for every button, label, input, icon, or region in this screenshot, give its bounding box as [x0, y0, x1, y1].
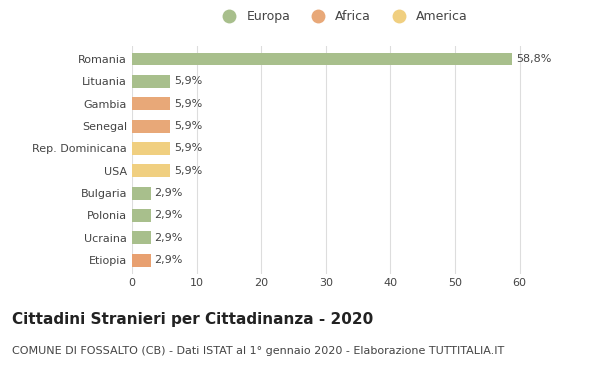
Bar: [132, 231, 151, 244]
Text: 5,9%: 5,9%: [174, 121, 202, 131]
Bar: [132, 97, 170, 110]
Bar: [132, 52, 512, 65]
Text: COMUNE DI FOSSALTO (CB) - Dati ISTAT al 1° gennaio 2020 - Elaborazione TUTTITALI: COMUNE DI FOSSALTO (CB) - Dati ISTAT al …: [12, 346, 504, 356]
Text: 5,9%: 5,9%: [174, 143, 202, 154]
Bar: [132, 209, 151, 222]
Bar: [132, 254, 151, 267]
Text: 5,9%: 5,9%: [174, 99, 202, 109]
Legend: Europa, Africa, America: Europa, Africa, America: [211, 5, 473, 28]
Text: 2,9%: 2,9%: [155, 211, 183, 220]
Text: 2,9%: 2,9%: [155, 188, 183, 198]
Bar: [132, 164, 170, 177]
Text: 5,9%: 5,9%: [174, 166, 202, 176]
Text: 2,9%: 2,9%: [155, 233, 183, 243]
Text: 58,8%: 58,8%: [516, 54, 551, 64]
Text: 2,9%: 2,9%: [155, 255, 183, 265]
Bar: [132, 142, 170, 155]
Bar: [132, 120, 170, 133]
Text: Cittadini Stranieri per Cittadinanza - 2020: Cittadini Stranieri per Cittadinanza - 2…: [12, 312, 373, 326]
Bar: [132, 75, 170, 88]
Text: 5,9%: 5,9%: [174, 76, 202, 86]
Bar: [132, 187, 151, 200]
